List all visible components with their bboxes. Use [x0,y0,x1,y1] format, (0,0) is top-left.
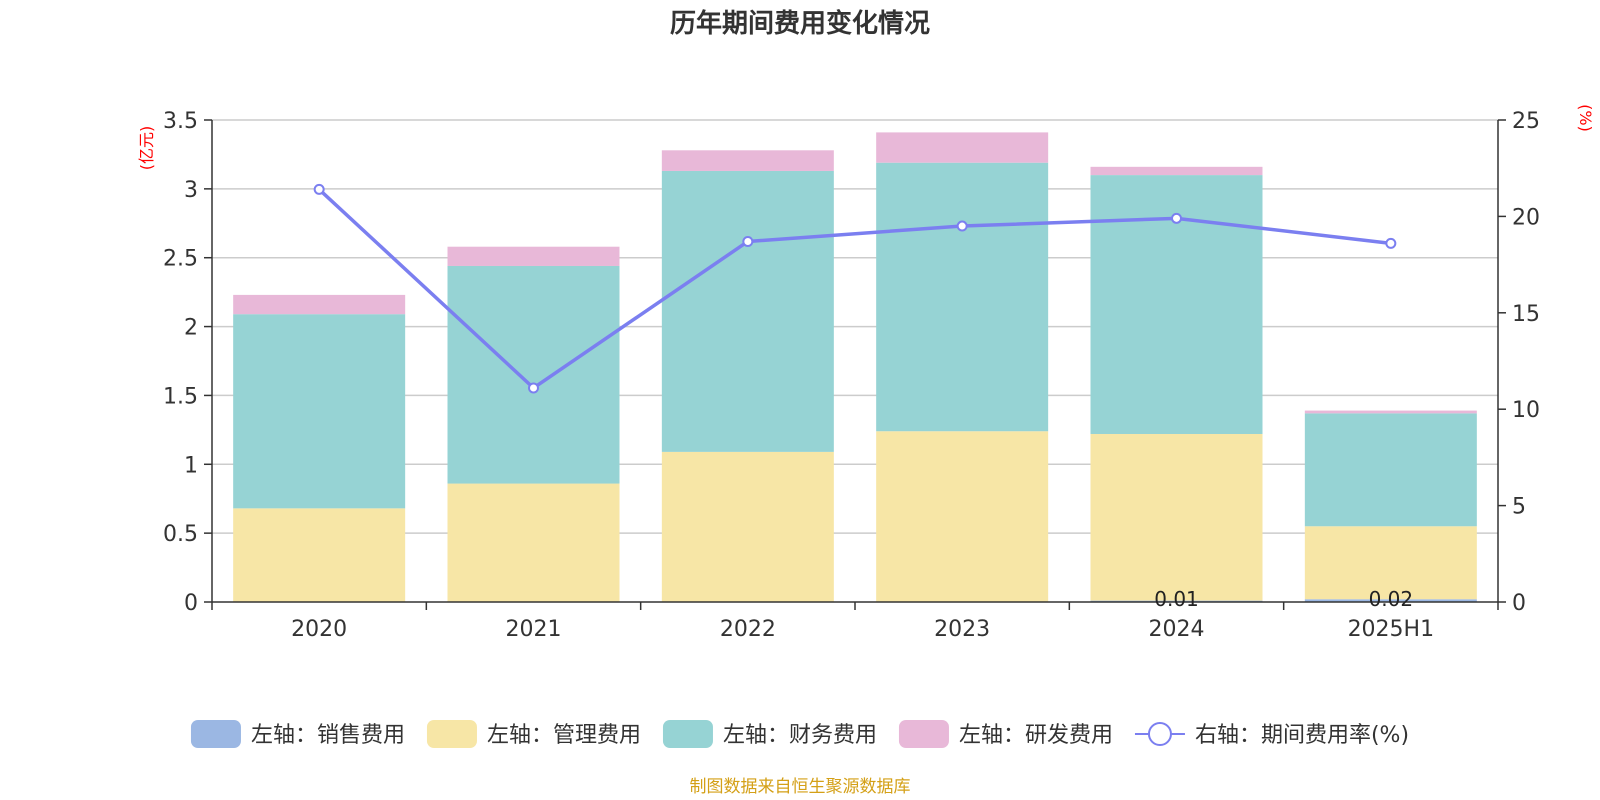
bar-segment [876,431,1049,602]
right-tick-label: 5 [1512,495,1526,520]
left-tick-label: 3 [184,178,198,203]
bar-segment [233,294,406,315]
legend-label: 左轴：研发费用 [959,723,1113,748]
x-tick-label: 2022 [720,617,776,642]
right-tick-label: 0 [1512,591,1526,616]
bar-segment [447,265,620,484]
legend-swatch [190,720,241,748]
chart-title: 历年期间费用变化情况 [670,8,930,39]
legend-label: 右轴：期间费用率(%) [1195,723,1409,748]
bar-segment [1304,526,1477,600]
rate-point [742,235,754,247]
axes: 0 0.5 1 1.5 2 2.5 3 3.5 0 5 10 15 20 25 2020 2021 2022 20… [163,109,1540,642]
legend-swatch [426,720,477,748]
bar-segment [233,508,406,602]
left-tick-label: 2 [184,316,198,341]
legend-swatch [898,720,949,748]
bar-segment [447,483,620,602]
bar-segment [1304,410,1477,414]
rate-point [528,382,539,394]
legend-marker [1147,722,1172,746]
right-axis-unit: (%) [1576,104,1595,132]
x-tick-label: 2021 [506,617,562,642]
x-tick-label: 2023 [934,617,990,642]
bar-segment [661,170,834,452]
left-tick-label: 1.5 [163,384,198,409]
left-tick-label: 2.5 [163,247,198,272]
bar-segment [233,314,406,509]
legend-label: 左轴：销售费用 [251,723,405,748]
x-tick-label: 2024 [1149,617,1205,642]
left-tick-label: 0 [184,591,198,616]
right-tick-label: 25 [1512,109,1540,134]
left-tick-label: 3.5 [163,109,198,134]
data-label: 0.01 [1154,587,1199,611]
legend-label: 左轴：管理费用 [487,723,641,748]
x-tick-label: 2020 [291,617,347,642]
right-tick-label: 10 [1512,398,1540,423]
legend-swatch [662,720,713,748]
bar-segment [1090,166,1263,176]
right-tick-label: 15 [1512,302,1540,327]
bar-series [233,132,1477,602]
bar-segment [447,246,620,266]
bar-segment [876,162,1049,432]
bar-segment [661,451,834,602]
left-axis-unit: (亿元) [137,126,156,171]
source-note: 制图数据来自恒生聚源数据库 [690,777,911,797]
data-labels: 0.01 0.02 [1154,587,1413,611]
rate-point [1385,237,1397,249]
bar-segment [876,132,1049,163]
rate-point [956,220,968,232]
grid-lines [212,119,1498,534]
rate-line-path [317,188,1392,390]
rate-point [1171,212,1182,224]
data-label: 0.02 [1369,587,1414,611]
rate-line [313,183,1397,394]
left-tick-label: 1 [184,453,198,478]
right-tick-label: 20 [1512,205,1540,230]
rate-point [313,183,325,195]
left-tick-label: 0.5 [163,522,198,547]
bar-segment [661,150,834,171]
x-tick-label: 2025H1 [1348,617,1435,642]
legend-label: 左轴：财务费用 [723,723,877,748]
bar-segment [1304,599,1477,602]
legend: 左轴：销售费用 左轴：管理费用 左轴：财务费用 左轴：研发费用 右轴：期间费用率(%) [190,720,1409,748]
bar-segment [1090,433,1263,601]
bar-segment [1304,413,1477,527]
